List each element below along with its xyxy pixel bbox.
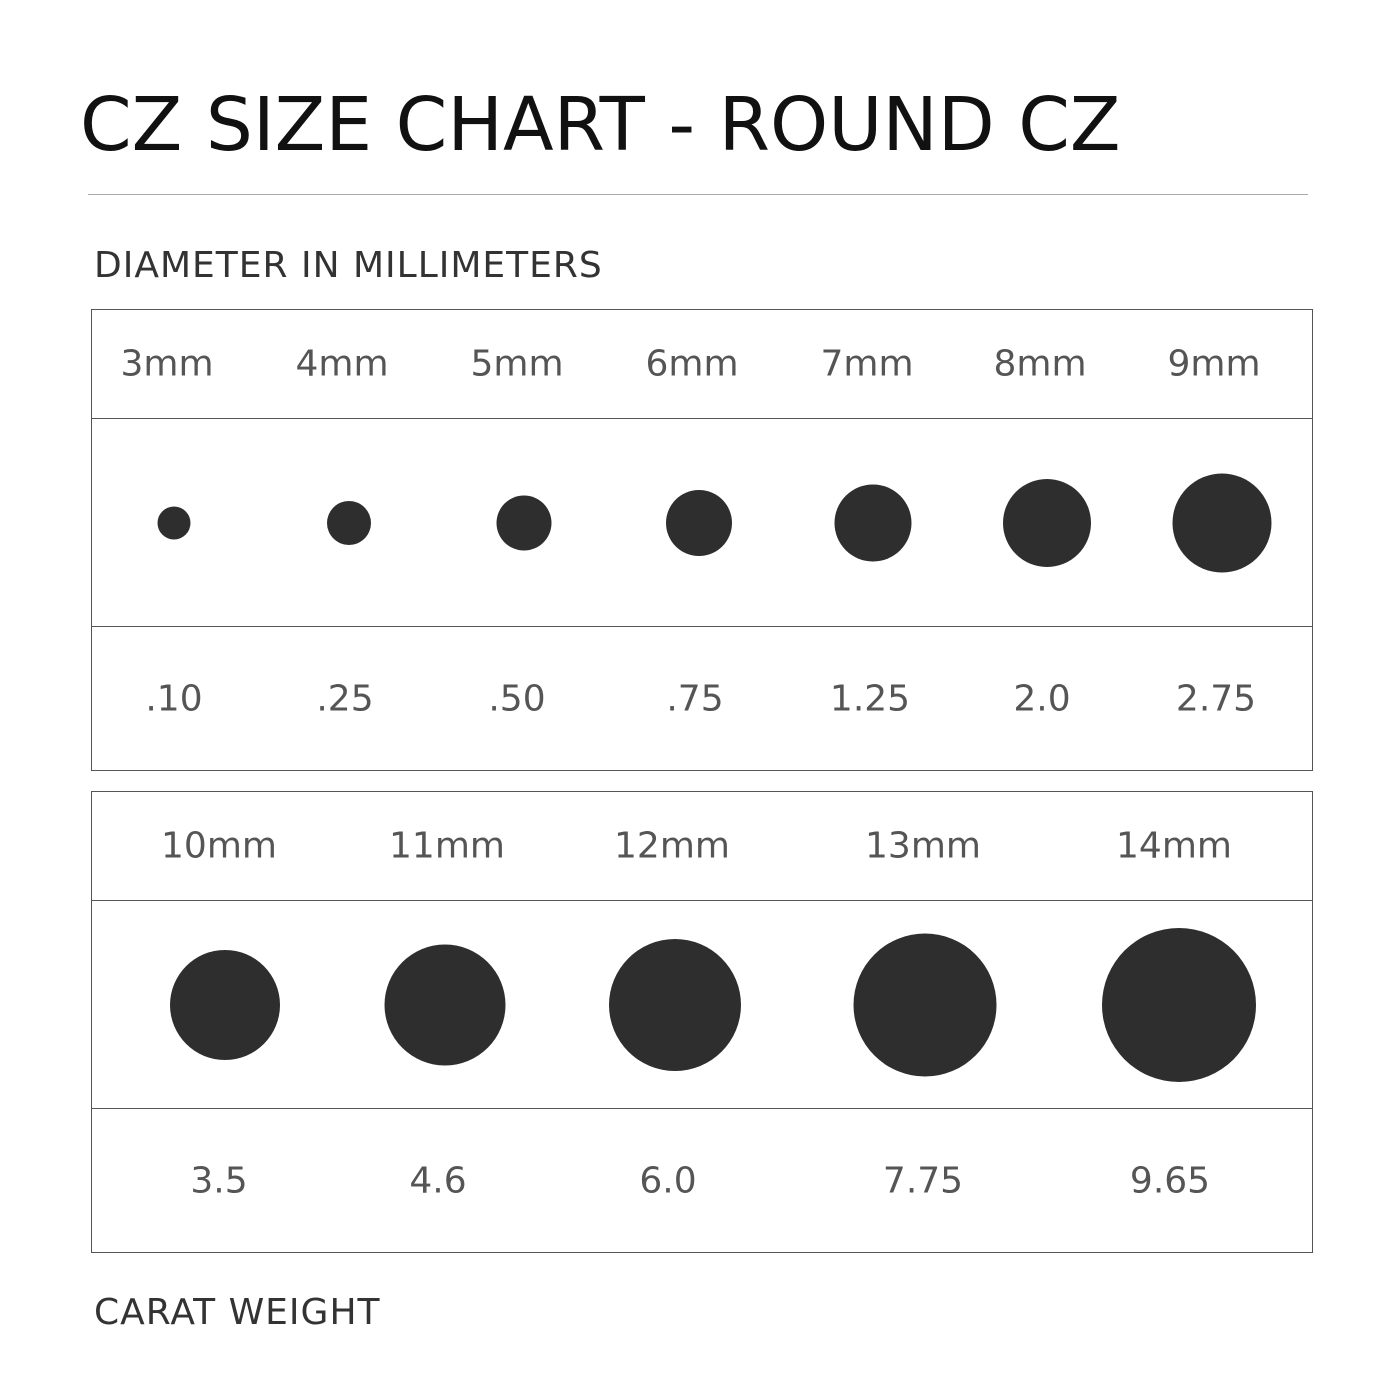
divider (88, 194, 1308, 195)
size-label: 5mm (470, 343, 564, 385)
carat-value: .10 (145, 678, 203, 719)
carat-row: .10 .25 .50 .75 1.25 2.0 2.75 (92, 627, 1312, 770)
page-title: CZ SIZE CHART - ROUND CZ (80, 82, 1121, 168)
size-label: 3mm (120, 343, 214, 385)
stone-circle (384, 944, 506, 1065)
size-label: 4mm (295, 343, 389, 385)
size-table-1: 3mm 4mm 5mm 6mm 7mm 8mm 9mm .10 .25 .50 .75 1.25 2.… (91, 309, 1313, 771)
size-label: 9mm (1167, 343, 1261, 385)
stone-circle (666, 489, 732, 556)
carat-value: 1.25 (829, 678, 911, 719)
stone-circle (609, 938, 741, 1071)
size-row: 3mm 4mm 5mm 6mm 7mm 8mm 9mm (92, 310, 1312, 419)
stone-circle (157, 506, 191, 539)
stone-row (92, 419, 1312, 627)
size-table-2: 10mm 11mm 12mm 13mm 14mm 3.5 4.6 6.0 7.75 9.65 (91, 791, 1313, 1253)
size-label: 13mm (865, 825, 981, 867)
stone-circle (170, 949, 280, 1060)
carat-value: .75 (666, 678, 724, 719)
stone-circle (496, 495, 552, 550)
carat-value: 2.75 (1175, 678, 1257, 719)
size-label: 10mm (161, 825, 277, 867)
size-row: 10mm 11mm 12mm 13mm 14mm (92, 792, 1312, 901)
stone-circle (327, 500, 371, 545)
carat-value: 9.65 (1129, 1160, 1211, 1201)
stone-circle (853, 933, 997, 1076)
carat-value: 2.0 (1013, 678, 1071, 719)
carat-weight-label: CARAT WEIGHT (94, 1292, 381, 1333)
carat-value: 7.75 (882, 1160, 964, 1201)
carat-value: 3.5 (190, 1160, 248, 1201)
stone-circle (1172, 473, 1272, 572)
carat-value: 6.0 (639, 1160, 697, 1201)
size-label: 12mm (614, 825, 730, 867)
size-label: 7mm (820, 343, 914, 385)
carat-value: .50 (488, 678, 546, 719)
stone-circle (1003, 478, 1091, 567)
stone-row (92, 901, 1312, 1109)
carat-value: 4.6 (409, 1160, 467, 1201)
stone-circle (834, 484, 912, 561)
size-label: 8mm (993, 343, 1087, 385)
size-label: 6mm (645, 343, 739, 385)
size-label: 14mm (1116, 825, 1232, 867)
stone-circle (1102, 927, 1256, 1082)
size-label: 11mm (389, 825, 505, 867)
diameter-label: DIAMETER IN MILLIMETERS (94, 245, 603, 286)
carat-value: .25 (316, 678, 374, 719)
carat-row: 3.5 4.6 6.0 7.75 9.65 (92, 1109, 1312, 1252)
